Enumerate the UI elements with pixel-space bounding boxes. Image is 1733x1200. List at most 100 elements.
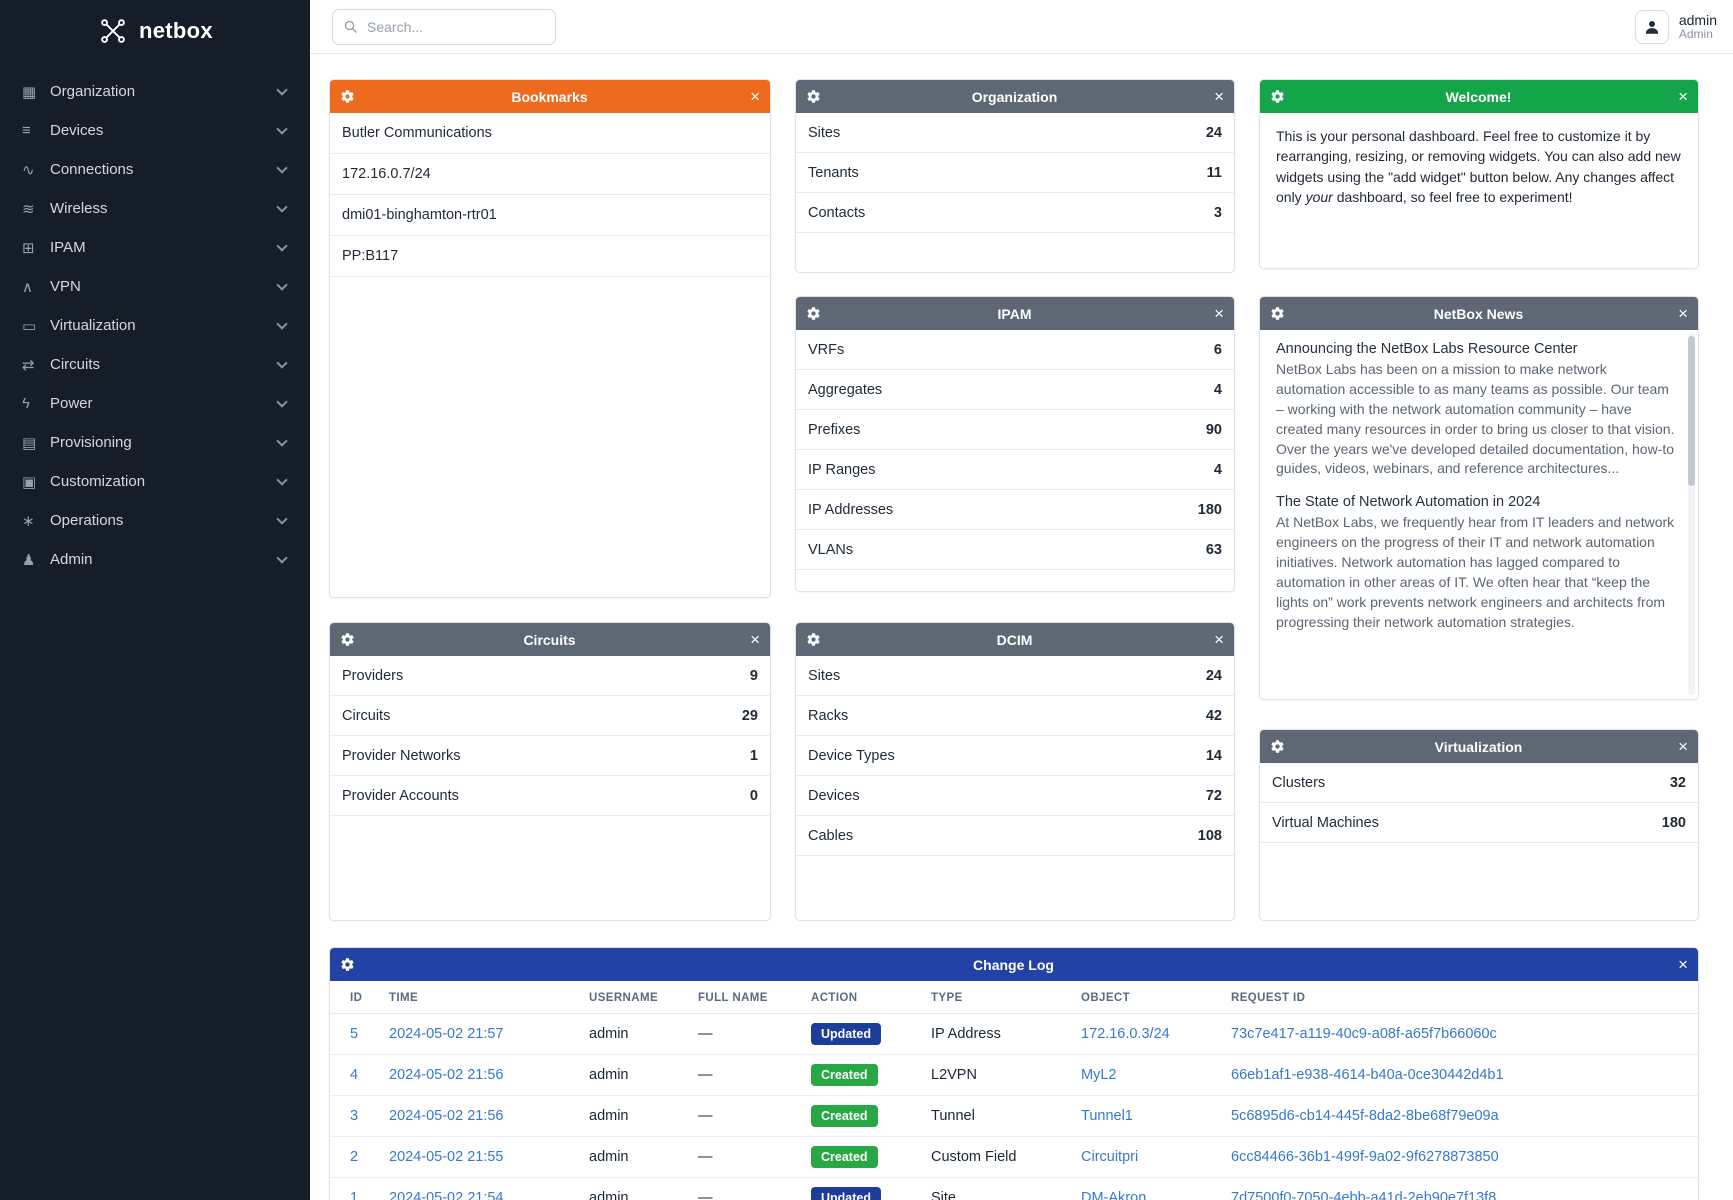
- request-id-link[interactable]: 66eb1af1-e938-4614-b40a-0ce30442d4b1: [1231, 1067, 1504, 1083]
- request-id-link[interactable]: 7d7500f0-7050-4ebb-a41d-2eb90e7f13f8: [1231, 1190, 1497, 1200]
- stat-value[interactable]: 42: [1205, 707, 1222, 724]
- request-id-link[interactable]: 6cc84466-36b1-499f-9a02-9f6278873850: [1231, 1149, 1499, 1165]
- stat-value[interactable]: 24: [1205, 667, 1222, 684]
- sidebar-item[interactable]: ⇄ Circuits: [0, 345, 310, 384]
- sidebar-item[interactable]: ▣ Customization: [0, 462, 310, 501]
- change-time-link[interactable]: 2024-05-02 21:57: [389, 1026, 504, 1042]
- change-id-link[interactable]: 1: [350, 1190, 359, 1200]
- bookmark-item[interactable]: Butler Communications: [330, 113, 770, 154]
- sidebar-item[interactable]: ≡ Devices: [0, 111, 310, 150]
- close-icon[interactable]: ×: [750, 630, 760, 649]
- sidebar-item[interactable]: ∗ Operations: [0, 501, 310, 540]
- close-icon[interactable]: ×: [1678, 737, 1688, 756]
- gear-icon[interactable]: [340, 89, 355, 104]
- stat-row: Provider Networks 1: [330, 736, 770, 776]
- stat-value[interactable]: 180: [1661, 814, 1686, 831]
- change-id-link[interactable]: 2: [350, 1149, 359, 1165]
- user-menu[interactable]: admin Admin: [1634, 9, 1717, 44]
- change-time-link[interactable]: 2024-05-02 21:56: [389, 1108, 504, 1124]
- change-object-link[interactable]: Circuitpri: [1081, 1149, 1139, 1165]
- news-article-title[interactable]: Announcing the NetBox Labs Resource Cent…: [1276, 341, 1578, 357]
- change-object-link[interactable]: 172.16.0.3/24: [1081, 1026, 1170, 1042]
- gear-icon[interactable]: [340, 957, 355, 972]
- user-icon[interactable]: [1634, 9, 1669, 44]
- stat-value[interactable]: 4: [1213, 461, 1222, 478]
- stat-label: Device Types: [808, 747, 895, 764]
- stat-row: Aggregates 4: [796, 370, 1234, 410]
- stat-value[interactable]: 72: [1205, 787, 1222, 804]
- change-time-link[interactable]: 2024-05-02 21:55: [389, 1149, 504, 1165]
- change-object-link[interactable]: DM-Akron: [1081, 1190, 1147, 1200]
- request-id-link[interactable]: 5c6895d6-cb14-445f-8da2-8be68f79e09a: [1231, 1108, 1499, 1124]
- virtualization-widget-header[interactable]: Virtualization ×: [1260, 730, 1698, 763]
- stat-value[interactable]: 29: [741, 707, 758, 724]
- dcim-widget-header[interactable]: DCIM ×: [796, 623, 1234, 656]
- sidebar-item-label: Customization: [50, 473, 146, 490]
- stat-value[interactable]: 9: [749, 667, 758, 684]
- welcome-widget-header[interactable]: Welcome! ×: [1260, 80, 1698, 113]
- stat-value[interactable]: 63: [1205, 541, 1222, 558]
- gear-icon[interactable]: [1270, 89, 1285, 104]
- stat-value[interactable]: 32: [1669, 774, 1686, 791]
- scrollbar[interactable]: [1688, 334, 1695, 695]
- gear-icon[interactable]: [340, 632, 355, 647]
- stat-value[interactable]: 108: [1197, 827, 1222, 844]
- change-id-link[interactable]: 4: [350, 1067, 359, 1083]
- bookmarks-widget-header[interactable]: Bookmarks ×: [330, 80, 770, 113]
- action-badge: Created: [811, 1146, 878, 1168]
- scrollbar-thumb[interactable]: [1688, 336, 1695, 486]
- change-time-link[interactable]: 2024-05-02 21:54: [389, 1190, 504, 1200]
- gear-icon[interactable]: [806, 306, 821, 321]
- close-icon[interactable]: ×: [1214, 304, 1224, 323]
- close-icon[interactable]: ×: [1214, 630, 1224, 649]
- sidebar-item[interactable]: ⊞ IPAM: [0, 228, 310, 267]
- change-object-link[interactable]: MyL2: [1081, 1067, 1117, 1083]
- search-input[interactable]: [365, 17, 545, 36]
- change-id-link[interactable]: 3: [350, 1108, 359, 1124]
- bookmark-item[interactable]: PP:B117: [330, 236, 770, 277]
- change-time-link[interactable]: 2024-05-02 21:56: [389, 1067, 504, 1083]
- sidebar-item[interactable]: ≋ Wireless: [0, 189, 310, 228]
- news-widget-header[interactable]: NetBox News ×: [1260, 297, 1698, 330]
- sidebar-item[interactable]: ϟ Power: [0, 384, 310, 423]
- bookmark-item[interactable]: dmi01-binghamton-rtr01: [330, 195, 770, 236]
- sidebar-item[interactable]: ▭ Virtualization: [0, 306, 310, 345]
- gear-icon[interactable]: [1270, 739, 1285, 754]
- changelog-widget-header[interactable]: Change Log ×: [330, 948, 1698, 981]
- sidebar-item[interactable]: ∿ Connections: [0, 150, 310, 189]
- gear-icon[interactable]: [806, 89, 821, 104]
- gear-icon[interactable]: [1270, 306, 1285, 321]
- sidebar-item[interactable]: ∧ VPN: [0, 267, 310, 306]
- sidebar-item[interactable]: ▦ Organization: [0, 72, 310, 111]
- organization-widget-header[interactable]: Organization ×: [796, 80, 1234, 113]
- netbox-logo[interactable]: netbox: [0, 0, 310, 62]
- stat-value[interactable]: 14: [1205, 747, 1222, 764]
- stat-value[interactable]: 11: [1206, 164, 1222, 181]
- gear-icon[interactable]: [806, 632, 821, 647]
- stat-value[interactable]: 90: [1205, 421, 1222, 438]
- sidebar-item[interactable]: ▤ Provisioning: [0, 423, 310, 462]
- chevron-down-icon: [276, 473, 288, 486]
- close-icon[interactable]: ×: [750, 87, 760, 106]
- stat-label: Sites: [808, 667, 841, 684]
- stat-value[interactable]: 6: [1213, 341, 1222, 358]
- close-icon[interactable]: ×: [1678, 955, 1688, 974]
- change-object-link[interactable]: Tunnel1: [1081, 1108, 1133, 1124]
- close-icon[interactable]: ×: [1678, 304, 1688, 323]
- search-box[interactable]: [332, 8, 556, 45]
- stat-value[interactable]: 0: [749, 787, 758, 804]
- stat-value[interactable]: 4: [1213, 381, 1222, 398]
- news-article-title[interactable]: The State of Network Automation in 2024: [1276, 494, 1541, 511]
- bookmark-item[interactable]: 172.16.0.7/24: [330, 154, 770, 195]
- stat-value[interactable]: 3: [1213, 204, 1222, 221]
- stat-value[interactable]: 1: [749, 747, 758, 764]
- request-id-link[interactable]: 73c7e417-a119-40c9-a08f-a65f7b66060c: [1231, 1026, 1497, 1042]
- close-icon[interactable]: ×: [1214, 87, 1224, 106]
- stat-value[interactable]: 180: [1197, 501, 1222, 518]
- close-icon[interactable]: ×: [1678, 87, 1688, 106]
- sidebar-item[interactable]: ♟ Admin: [0, 540, 310, 579]
- circuits-widget-header[interactable]: Circuits ×: [330, 623, 770, 656]
- ipam-widget-header[interactable]: IPAM ×: [796, 297, 1234, 330]
- change-id-link[interactable]: 5: [350, 1026, 359, 1042]
- stat-value[interactable]: 24: [1205, 124, 1222, 141]
